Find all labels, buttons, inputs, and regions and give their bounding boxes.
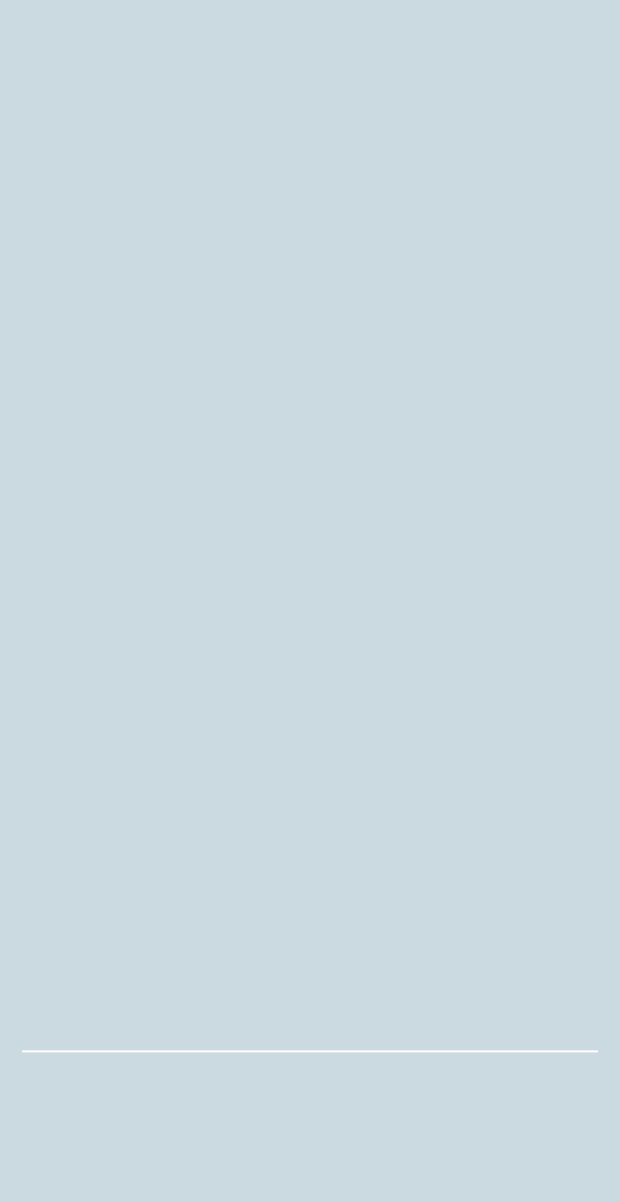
oil-breakeven-chart xyxy=(0,0,620,1201)
chart-svg xyxy=(0,0,620,1201)
chart-background xyxy=(0,0,620,1201)
